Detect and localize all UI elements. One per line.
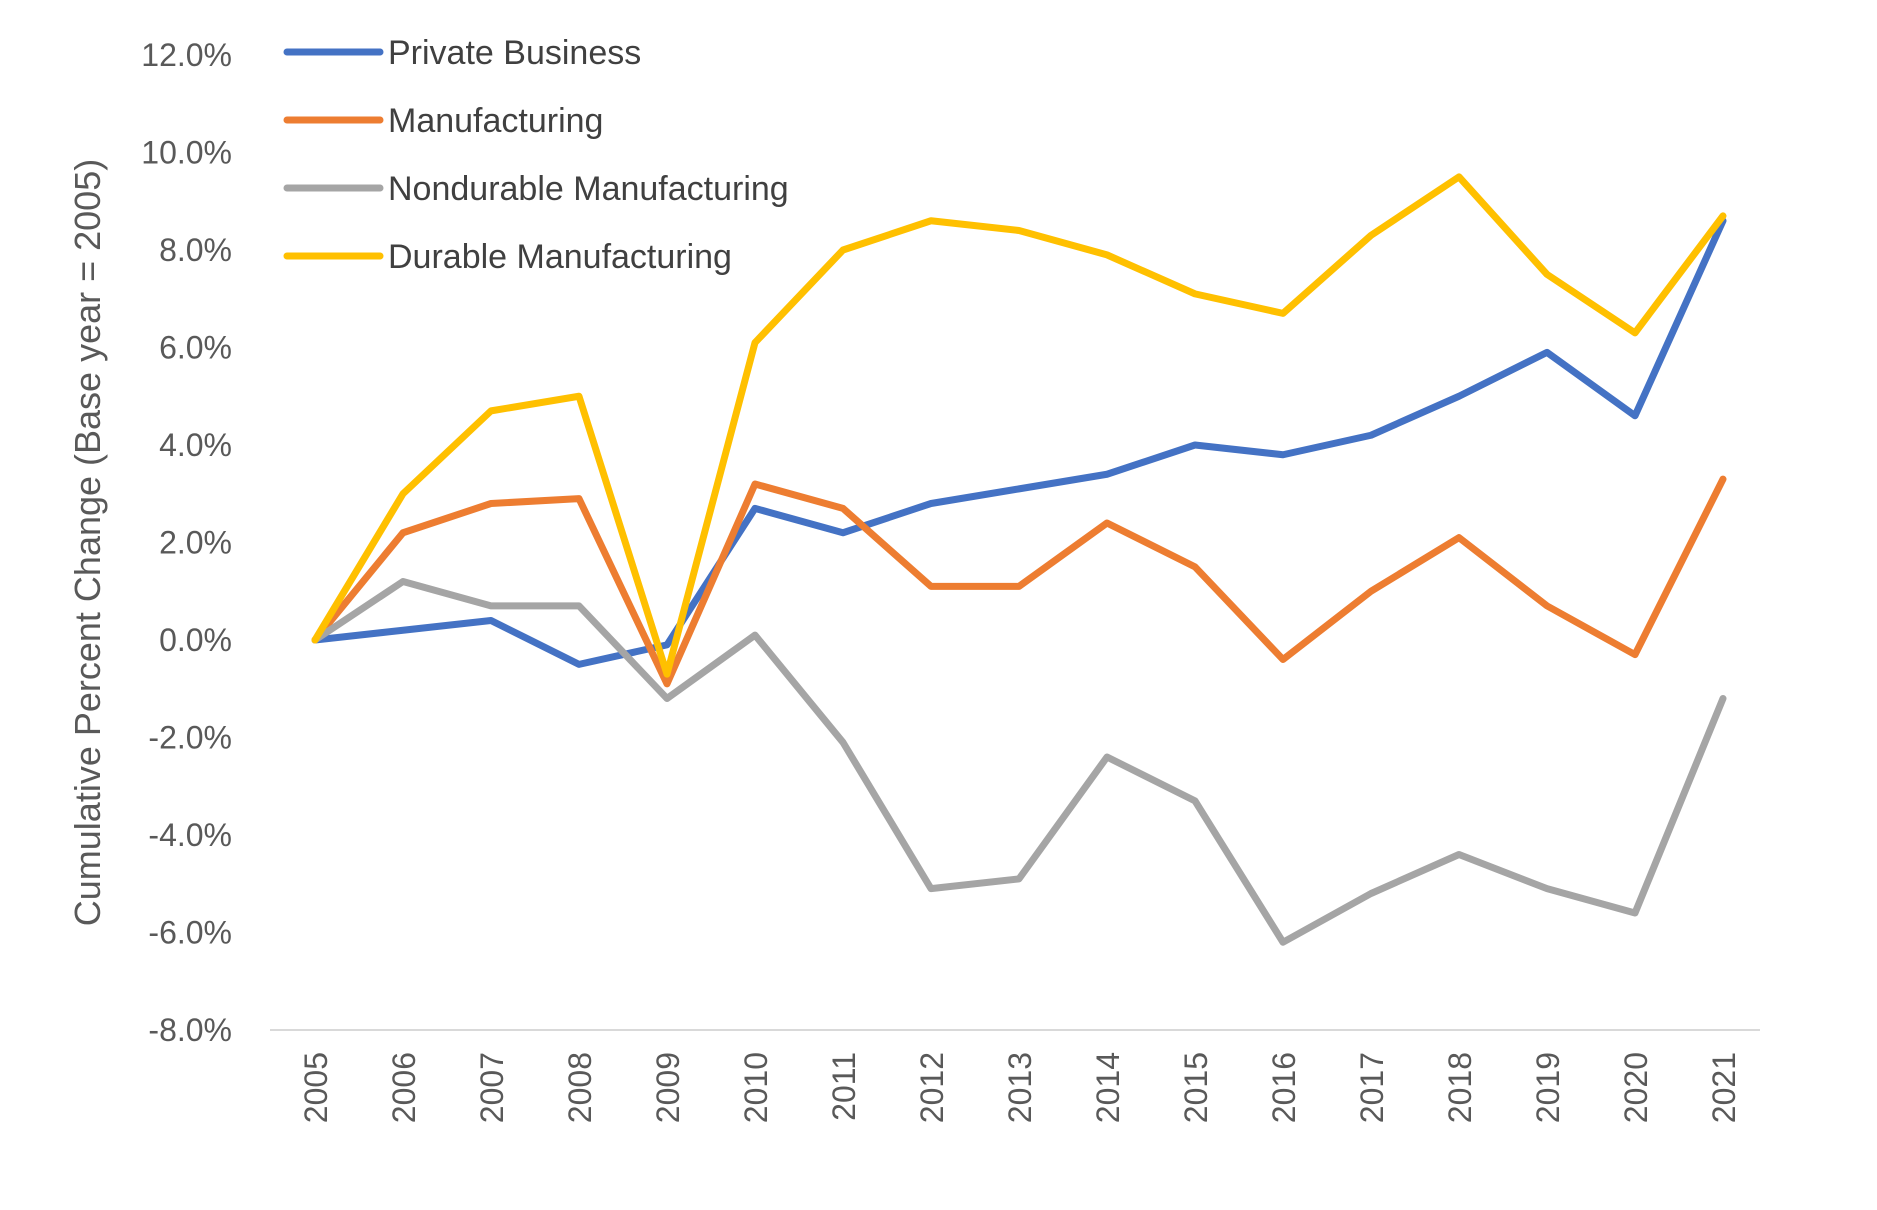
y-axis-ticks: 12.0% 10.0% 8.0% 6.0% 4.0% 2.0% 0.0% -2.0% -4.0%… <box>141 37 232 1048</box>
x-tick-label: 2009 <box>650 1052 686 1123</box>
x-tick-label: 2012 <box>914 1052 950 1123</box>
y-tick-label: 2.0% <box>159 525 232 561</box>
legend-item: Manufacturing <box>283 102 603 140</box>
x-tick-label: 2010 <box>738 1052 774 1123</box>
y-tick-label: -2.0% <box>148 720 232 756</box>
y-tick-label: 8.0% <box>159 232 232 268</box>
series-lines <box>311 173 1727 946</box>
legend-label: Durable Manufacturing <box>388 238 732 276</box>
y-tick-label: -8.0% <box>148 1012 232 1048</box>
x-tick-label: 2008 <box>562 1052 598 1123</box>
y-tick-label: -6.0% <box>148 915 232 951</box>
x-tick-label: 2011 <box>826 1052 862 1121</box>
series-line-nondurable-manufacturing <box>311 578 1727 946</box>
x-tick-label: 2017 <box>1354 1052 1390 1123</box>
legend-label: Manufacturing <box>388 102 603 140</box>
x-tick-label: 2020 <box>1618 1052 1654 1123</box>
y-tick-label: 6.0% <box>159 330 232 366</box>
y-tick-label: 4.0% <box>159 427 232 463</box>
x-tick-label: 2006 <box>386 1052 422 1123</box>
series-line-manufacturing <box>311 475 1727 688</box>
x-tick-label: 2007 <box>474 1052 510 1123</box>
legend-label: Nondurable Manufacturing <box>388 170 789 208</box>
x-tick-label: 2015 <box>1178 1052 1214 1123</box>
y-tick-label: 0.0% <box>159 622 232 658</box>
y-tick-label: 10.0% <box>141 135 232 171</box>
legend-item: Nondurable Manufacturing <box>283 170 789 208</box>
legend-item: Durable Manufacturing <box>283 238 732 276</box>
x-axis-ticks: 2005 2006 2007 2008 2009 2010 2011 2012 2013 2014… <box>298 1052 1742 1123</box>
x-tick-label: 2005 <box>298 1052 334 1123</box>
x-tick-label: 2013 <box>1002 1052 1038 1123</box>
y-tick-label: -4.0% <box>148 817 232 853</box>
x-tick-label: 2021 <box>1706 1052 1742 1123</box>
y-axis-title: Cumulative Percent Change (Base year = 2… <box>67 159 108 926</box>
x-tick-label: 2018 <box>1442 1052 1478 1123</box>
x-tick-label: 2019 <box>1530 1052 1566 1123</box>
y-tick-label: 12.0% <box>141 37 232 73</box>
legend-item: Private Business <box>283 34 641 72</box>
x-tick-label: 2016 <box>1266 1052 1302 1123</box>
x-tick-label: 2014 <box>1090 1052 1126 1123</box>
legend: Private Business Manufacturing Nondurable … <box>283 34 789 276</box>
series-line-private-business <box>311 217 1727 668</box>
legend-label: Private Business <box>388 34 641 72</box>
series-line-durable-manufacturing <box>311 173 1727 678</box>
